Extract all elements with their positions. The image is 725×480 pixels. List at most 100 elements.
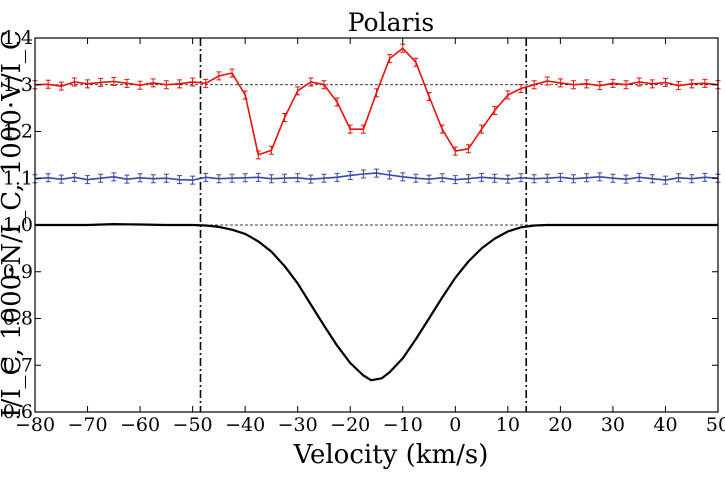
error-bar	[216, 174, 222, 184]
error-bar	[584, 173, 590, 183]
x-tick-label: −20	[330, 414, 370, 436]
series-line	[35, 223, 718, 382]
error-bar	[413, 57, 419, 67]
error-bar	[216, 71, 222, 81]
y-tick-label: 0.6	[3, 401, 33, 423]
error-bar	[137, 80, 143, 90]
error-bar	[268, 145, 274, 155]
error-bar	[531, 80, 537, 90]
y-tick-label: 0.7	[3, 354, 33, 376]
x-tick-label: 40	[653, 414, 677, 436]
error-bar	[229, 68, 235, 78]
error-bar	[465, 174, 471, 184]
error-bar	[400, 172, 406, 182]
y-tick-label: 1.3	[3, 74, 33, 96]
error-bar	[505, 90, 511, 100]
error-bar	[544, 76, 550, 86]
error-bar	[518, 173, 524, 183]
error-bar	[702, 172, 708, 182]
error-bar	[557, 78, 563, 88]
error-bar	[557, 172, 563, 182]
x-tick-label: 50	[706, 414, 725, 436]
error-bar	[321, 80, 327, 90]
error-bar	[163, 173, 169, 183]
error-bar	[610, 173, 616, 183]
error-bar	[85, 175, 91, 185]
error-bar	[295, 173, 301, 183]
y-tick-label: 1.4	[3, 27, 33, 49]
error-bar	[387, 170, 393, 180]
error-bar	[85, 79, 91, 89]
series-line	[34, 47, 719, 156]
error-bar	[308, 174, 314, 184]
error-bar	[150, 78, 156, 88]
error-bar	[531, 174, 537, 184]
error-bar	[479, 172, 485, 182]
error-bar	[452, 146, 458, 156]
error-bar	[203, 78, 209, 88]
error-bar	[400, 43, 406, 53]
error-bar	[623, 174, 629, 184]
error-bar	[360, 169, 366, 179]
x-tick-label: −60	[120, 414, 160, 436]
x-tick-label: 20	[548, 414, 572, 436]
error-bar	[413, 173, 419, 183]
x-axis-label: Velocity (km/s)	[293, 440, 489, 470]
error-bar	[439, 173, 445, 183]
error-bar	[676, 81, 682, 91]
x-tick-label: 30	[601, 414, 625, 436]
error-bar	[111, 172, 117, 182]
error-bar	[597, 172, 603, 182]
error-bar	[426, 91, 432, 101]
error-bar	[439, 124, 445, 134]
error-bar	[45, 79, 51, 89]
error-bar	[45, 173, 51, 183]
error-bar	[282, 112, 288, 122]
series-0	[32, 43, 721, 160]
error-bar	[387, 54, 393, 64]
error-bar	[623, 80, 629, 90]
error-bar	[255, 172, 261, 182]
error-bar	[190, 175, 196, 185]
y-tick-label: 0.8	[3, 308, 33, 330]
x-tick-label: −50	[173, 414, 213, 436]
error-bar	[58, 81, 64, 91]
error-bar	[676, 173, 682, 183]
error-bar	[492, 173, 498, 183]
error-bar	[702, 78, 708, 88]
error-bar	[268, 174, 274, 184]
error-bar	[689, 79, 695, 89]
error-bar	[636, 172, 642, 182]
y-tick-label: 1.2	[3, 121, 33, 143]
series-layer	[32, 43, 721, 382]
error-bar	[360, 124, 366, 134]
x-tick-label: −80	[15, 414, 55, 436]
x-tick-label: −30	[278, 414, 318, 436]
y-tick-label: 0.9	[3, 261, 33, 283]
error-bar	[610, 78, 616, 88]
error-bar	[571, 80, 577, 90]
x-tick-label: 0	[449, 414, 461, 436]
error-bar	[649, 79, 655, 89]
error-bar	[479, 124, 485, 134]
error-bar	[98, 77, 104, 87]
tick-labels: −80 −70 −60 −50 −40 −30 −20 −10 0 10 20 30 40 50 0.6 0.…	[3, 27, 725, 436]
error-bar	[452, 175, 458, 185]
error-bar	[465, 144, 471, 154]
error-bar	[662, 175, 668, 185]
error-bar	[255, 150, 261, 160]
error-bar	[518, 83, 524, 93]
y-tick-label: 1.1	[3, 167, 33, 189]
plot-frame	[34, 37, 719, 413]
reference-lines	[35, 84, 718, 226]
error-bar	[98, 173, 104, 183]
error-bar	[584, 79, 590, 89]
error-bar	[636, 77, 642, 87]
error-bar	[176, 79, 182, 89]
series-1	[32, 168, 721, 185]
error-bar	[689, 174, 695, 184]
error-bar	[544, 173, 550, 183]
error-bar	[662, 77, 668, 87]
error-bar	[190, 77, 196, 87]
